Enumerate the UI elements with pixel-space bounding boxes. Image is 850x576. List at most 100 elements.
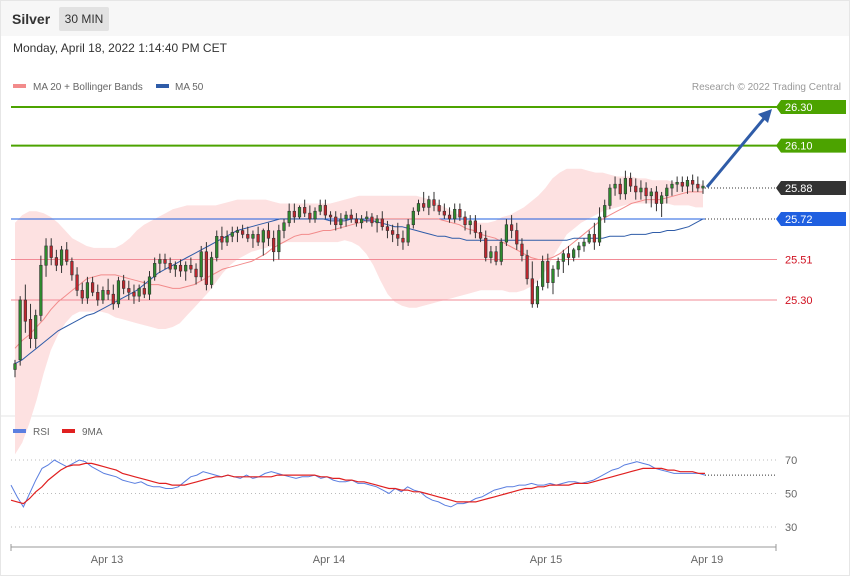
price-label-tag xyxy=(776,181,846,196)
candle-body xyxy=(437,205,441,212)
candle-body xyxy=(225,236,229,243)
candle-body xyxy=(380,218,384,227)
candle-body xyxy=(447,214,452,220)
price-label-text: 25.88 xyxy=(785,183,813,195)
candle-body xyxy=(551,268,555,283)
header-bar: Silver 30 MIN xyxy=(1,1,849,36)
candle-body xyxy=(375,218,379,224)
candle-body xyxy=(287,210,291,224)
candle-body xyxy=(546,261,550,283)
candle-body xyxy=(90,282,95,293)
candle-body xyxy=(277,230,281,253)
candle-body xyxy=(499,241,503,262)
candle-body xyxy=(204,251,208,285)
candle-body xyxy=(628,178,633,187)
candle-body xyxy=(199,251,203,278)
candle-body xyxy=(665,187,669,197)
candle-body xyxy=(85,282,90,299)
credit-text: Research © 2022 Trading Central xyxy=(692,82,841,93)
candle-body xyxy=(525,255,529,280)
candle-body xyxy=(153,263,157,278)
candle-body xyxy=(391,230,395,235)
candle-body xyxy=(453,208,457,220)
candle-body xyxy=(473,220,477,233)
candle-body xyxy=(660,195,664,204)
candle-body xyxy=(272,237,276,253)
candle-body xyxy=(680,181,684,187)
candle-body xyxy=(349,214,353,220)
candle-body xyxy=(411,210,415,226)
candle-body xyxy=(116,280,121,305)
candle-body xyxy=(566,253,571,258)
candle-body xyxy=(194,268,198,278)
candle-body xyxy=(261,230,265,243)
candle-body xyxy=(256,234,260,243)
legend-swatch-ma20 xyxy=(13,84,26,88)
candle-body xyxy=(251,234,255,239)
candle-body xyxy=(442,210,446,216)
candle-body xyxy=(587,234,591,243)
candle-body xyxy=(675,181,679,185)
x-tick-label: Apr 15 xyxy=(530,554,562,566)
candle-body xyxy=(147,276,152,295)
candle-body xyxy=(297,207,302,218)
rsi-ma-line xyxy=(10,462,705,505)
price-label-text: 25.51 xyxy=(785,254,813,266)
candle-body xyxy=(530,278,534,305)
candle-body xyxy=(39,264,43,316)
candle-body xyxy=(701,185,705,189)
candle-body xyxy=(246,234,250,239)
candle-body xyxy=(142,288,146,295)
candle-body xyxy=(339,218,343,226)
candle-body xyxy=(463,216,467,226)
candle-body xyxy=(458,208,462,218)
candle-body xyxy=(370,216,374,224)
rsi-line xyxy=(10,459,706,508)
candle-body xyxy=(644,187,648,197)
candle-body xyxy=(344,214,348,220)
timeframe-button[interactable]: 30 MIN xyxy=(59,7,109,31)
candle-body xyxy=(127,288,131,293)
candle-body xyxy=(427,199,431,208)
candle-body xyxy=(592,234,596,243)
x-tick-label: Apr 19 xyxy=(691,554,723,566)
candle-body xyxy=(106,290,110,295)
candle-body xyxy=(137,288,141,297)
candle-body xyxy=(623,178,628,195)
candle-body xyxy=(323,205,327,216)
candle-body xyxy=(468,220,472,226)
candle-body xyxy=(34,315,38,339)
candle-body xyxy=(75,274,79,291)
candle-body xyxy=(44,245,48,266)
candle-body xyxy=(597,216,602,243)
candle-body xyxy=(494,251,498,262)
x-tick-label: Apr 14 xyxy=(313,554,345,566)
candle-body xyxy=(318,205,322,212)
candle-body xyxy=(241,230,245,235)
candle-body xyxy=(396,234,400,239)
candle-body xyxy=(266,230,271,239)
candle-body xyxy=(101,290,105,301)
price-label-tag xyxy=(776,100,846,114)
price-label-text: 25.72 xyxy=(785,214,813,226)
target-arrow-head xyxy=(758,109,772,123)
candle-body xyxy=(577,245,581,251)
legend-swatch-rsi-ma xyxy=(62,429,75,433)
candle-body xyxy=(23,299,27,322)
candle-body xyxy=(235,230,240,233)
candle-body xyxy=(132,291,136,297)
chart-datetime: Monday, April 18, 2022 1:14:40 PM CET xyxy=(13,41,227,55)
candle-body xyxy=(111,293,115,305)
candle-body xyxy=(80,290,84,299)
price-label-text: 26.30 xyxy=(785,102,813,114)
candle-body xyxy=(49,245,53,258)
candle-body xyxy=(520,243,524,256)
candle-body xyxy=(96,291,100,301)
rsi-tick-label: 50 xyxy=(785,489,797,501)
candle-body xyxy=(65,249,69,262)
rsi-tick-label: 30 xyxy=(785,522,797,534)
candle-body xyxy=(13,363,17,370)
candle-body xyxy=(634,185,638,193)
legend-swatch-ma50 xyxy=(156,84,169,88)
candle-body xyxy=(173,264,177,270)
